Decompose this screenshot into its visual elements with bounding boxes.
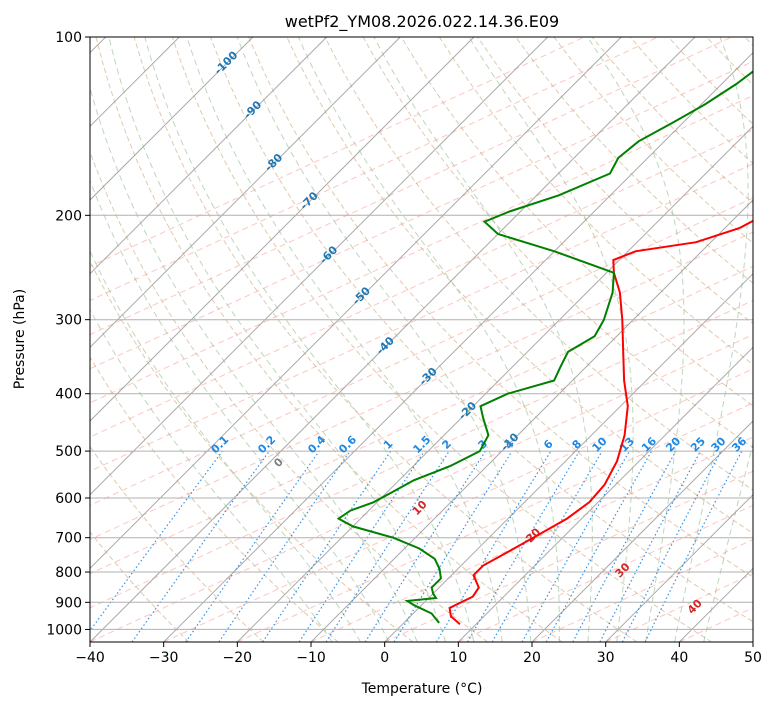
temperature-profile-line [448,219,753,625]
dry-adiabat-line [210,37,753,623]
isotherm-line [605,493,753,642]
dry-adiabat-line [400,37,753,407]
x-tick-label: −10 [296,650,326,666]
y-axis-ticks: 100 200 300 400 500 600 700 800 900 1000 [46,30,90,638]
y-tick-label: 300 [55,313,82,329]
moist-adiabat-line [186,37,503,642]
dry-adiabat-line [324,37,753,491]
dewpoint-profile-line [336,70,753,624]
x-tick-label: −30 [149,650,179,666]
x-tick-label: −40 [75,650,105,666]
y-tick-label: 1000 [46,622,82,638]
x-tick-label: 30 [597,650,615,666]
moist-adiabat-line [108,37,447,642]
dry-adiabat-line [171,37,712,642]
x-tick-label: 20 [523,650,541,666]
mixing-ratio-line [545,450,653,642]
x-tick-label: 10 [449,650,467,666]
chart-title: wetPf2_YM08.2026.022.14.36.E09 [285,12,559,32]
dry-adiabat-line [515,37,753,284]
y-tick-label: 800 [55,565,82,581]
y-tick-label: 500 [55,444,82,460]
isotherm-line [90,37,696,642]
plot-frame [89,36,754,643]
isotherm-line [752,641,753,642]
x-tick-label: 40 [670,650,688,666]
reference-dashed-line [752,641,753,642]
isotherm-line [90,37,328,275]
isotherm-line [531,420,753,642]
mixing-ratio-line [521,450,631,642]
dry-adiabat-line [90,150,488,642]
moist-adiabat-line [90,179,390,642]
x-axis-ticks: −40 −30 −20 −10 0 10 20 30 40 50 [75,642,762,666]
dry-adiabat-line [133,37,638,642]
x-tick-label: 0 [380,650,389,666]
dry-adiabat-line [95,37,563,642]
y-tick-label: 600 [55,491,82,507]
moist-adiabat-line [90,86,418,642]
plot-background [90,37,753,642]
isotherm-line [90,37,622,570]
mixing-ratio-line [185,450,320,642]
x-tick-label: 50 [744,650,762,666]
isotherm-line [90,37,475,422]
moist-adiabat-line [373,37,593,642]
mixing-ratio-line [262,450,392,642]
y-tick-label: 700 [55,531,82,547]
profile-series [336,70,753,625]
y-tick-label: 400 [55,387,82,403]
y-tick-label: 900 [55,595,82,611]
mixing-ratio-line [90,450,223,632]
isotherm-line [236,125,753,642]
moist-adiabat-line [587,37,685,642]
background-lines [90,37,753,642]
y-tick-label: 100 [55,30,82,46]
isotherm-line [310,199,753,642]
dry-adiabat-line [90,531,190,642]
moist-adiabat-line [90,308,333,642]
x-axis-label: Temperature (°C) [361,681,483,697]
isotherm-line [457,346,753,642]
isotherm-line [90,37,254,201]
isotherm-line [90,37,401,349]
mixing-ratio-line [325,450,450,642]
moist-adiabat-line [144,37,475,642]
dry-adiabat-line [438,37,753,366]
mixing-ratio-line [572,450,677,642]
isotherm-line [90,37,549,496]
dry-adiabat-line [248,37,753,578]
mixing-ratio-line [393,450,513,642]
isotherm-line [384,272,753,642]
mixing-ratio-line [131,450,270,642]
dry-adiabat-line [90,356,339,642]
y-axis-label: Pressure (hPa) [12,289,28,389]
x-tick-label: −20 [223,650,253,666]
mixing-ratio-line [298,450,425,642]
dry-adiabat-line [90,445,264,642]
isotherm-line [163,51,753,642]
moist-adiabat-line [674,37,749,642]
moist-adiabat-line [703,441,753,642]
mixing-ratio-line [218,450,351,642]
mixing-ratio-line [644,450,743,642]
isobar-gridlines [90,37,753,630]
y-tick-label: 200 [55,208,82,224]
